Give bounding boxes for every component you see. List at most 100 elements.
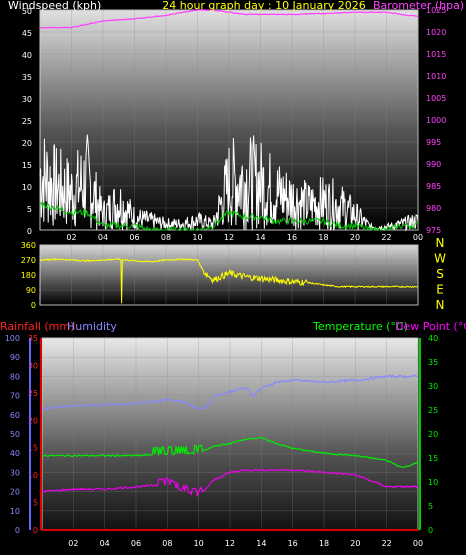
x-tick: 16 (287, 233, 297, 242)
humidity-series (41, 374, 418, 411)
x-tick: 14 (255, 233, 265, 242)
humidity-axis-label: Humidity (67, 320, 117, 333)
temp-tick: 40 (428, 334, 438, 343)
rain-tick: 35 (28, 334, 38, 343)
compass-label: N (436, 236, 445, 250)
barometer-axis-label: Barometer (hpa) (373, 0, 464, 12)
barometer-tick: 1025 (426, 6, 446, 15)
windspeed-tick: 10 (22, 183, 32, 192)
compass-label: N (436, 298, 445, 312)
humidity-tick: 0 (15, 526, 20, 535)
x-tick: 22 (382, 539, 392, 548)
x-tick: 12 (224, 233, 234, 242)
temp-tick: 10 (428, 478, 438, 487)
panel-wind-series (39, 8, 419, 232)
humidity-tick: 90 (10, 353, 20, 362)
temperature-axis-label: Temperature (°C) (312, 320, 408, 333)
x-tick: 04 (98, 233, 108, 242)
x-tick: 10 (192, 233, 202, 242)
temp-tick: 35 (428, 358, 438, 367)
x-tick: 02 (68, 539, 78, 548)
x-tick: 12 (225, 539, 235, 548)
panel-temp-grid (42, 337, 419, 531)
barometer-tick: 1010 (426, 72, 446, 81)
panel-wind-ticks: 0510152025303540455097598098599099510001… (22, 6, 447, 242)
x-tick: 20 (350, 539, 360, 548)
barometer-tick: 985 (426, 182, 441, 191)
x-tick: 04 (100, 539, 110, 548)
temp-tick: 30 (428, 382, 438, 391)
temperature-series (42, 436, 419, 469)
barometer-series (39, 8, 419, 29)
direction-tick: 360 (21, 241, 36, 250)
windspeed-tick: 45 (22, 29, 32, 38)
x-tick: 14 (256, 539, 266, 548)
humidity-tick: 40 (10, 449, 20, 458)
windspeed-tick: 25 (22, 117, 32, 126)
x-tick: 16 (288, 539, 298, 548)
rain-tick: 30 (28, 361, 38, 370)
panel-wind-grid (40, 9, 419, 231)
windspeed-tick: 20 (22, 139, 32, 148)
barometer-tick: 975 (426, 226, 441, 235)
rain-tick: 15 (28, 444, 38, 453)
temp-tick: 20 (428, 430, 438, 439)
compass-label: W (434, 252, 446, 266)
panel-direction-series (39, 257, 419, 304)
x-tick: 06 (129, 233, 139, 242)
x-tick: 02 (66, 233, 76, 242)
windspeed-tick: 50 (22, 7, 32, 16)
barometer-tick: 980 (426, 204, 441, 213)
barometer-tick: 995 (426, 138, 441, 147)
panel-temp-series (41, 374, 419, 531)
windspeed-tick: 0 (27, 227, 32, 236)
direction-tick: 0 (31, 301, 36, 310)
humidity-tick: 70 (10, 392, 20, 401)
x-tick: 08 (162, 539, 172, 548)
rain-tick: 25 (28, 389, 38, 398)
barometer-tick: 1020 (426, 28, 446, 37)
compass-label: E (436, 283, 444, 297)
direction-tick: 180 (21, 271, 36, 280)
windspeed-axis-label: Windspeed (kph) (8, 0, 101, 12)
dewpoint-series (41, 468, 419, 497)
temp-tick: 0 (428, 526, 433, 535)
barometer-tick: 1000 (426, 116, 446, 125)
x-tick: 10 (194, 539, 204, 548)
x-tick: 06 (131, 539, 141, 548)
x-tick: 18 (319, 539, 329, 548)
x-tick: 18 (318, 233, 328, 242)
x-tick: 20 (350, 233, 360, 242)
direction-tick: 270 (21, 256, 36, 265)
windspeed-series (39, 134, 419, 232)
rain-tick: 5 (33, 499, 38, 508)
humidity-tick: 80 (10, 372, 20, 381)
chart-title: 24 hour graph day : 10 January 2026 (162, 0, 366, 12)
panel-temp-ticks: 0102030405060708090100051015202530350510… (5, 334, 438, 548)
humidity-tick: 30 (10, 468, 20, 477)
rain-tick: 10 (28, 471, 38, 480)
windspeed-tick: 30 (22, 95, 32, 104)
rain-tick: 20 (28, 416, 38, 425)
barometer-tick: 1015 (426, 50, 446, 59)
windspeed-tick: 5 (27, 205, 32, 214)
x-tick: 22 (381, 233, 391, 242)
rain-tick: 0 (33, 526, 38, 535)
direction-tick: 90 (26, 286, 36, 295)
humidity-tick: 60 (10, 411, 20, 420)
windspeed-tick: 40 (22, 51, 32, 60)
dewpoint-axis-label: Dew Point (°C) (395, 320, 466, 333)
wind-direction-series (39, 257, 419, 304)
wind-gust-series (39, 201, 419, 232)
temp-tick: 5 (428, 502, 433, 511)
temp-tick: 15 (428, 454, 438, 463)
humidity-tick: 50 (10, 430, 20, 439)
humidity-tick: 20 (10, 488, 20, 497)
rainfall-axis-label: Rainfall (mm) (0, 320, 74, 333)
x-tick: 00 (413, 539, 423, 548)
x-tick: 00 (413, 233, 423, 242)
windspeed-tick: 15 (22, 161, 32, 170)
barometer-tick: 1005 (426, 94, 446, 103)
